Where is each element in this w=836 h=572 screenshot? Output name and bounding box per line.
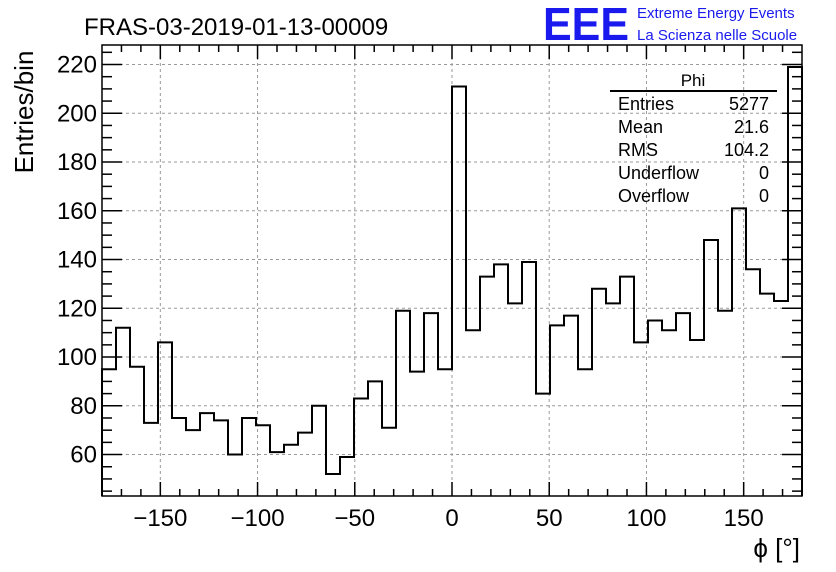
histogram-bin [550, 325, 564, 496]
y-tick-label: 100 [57, 344, 97, 371]
x-tick-label: −150 [133, 505, 187, 532]
stats-row-value: 0 [759, 163, 769, 183]
histogram-bin [158, 342, 172, 496]
histogram-bin [536, 394, 550, 496]
x-tick-label: −50 [334, 505, 375, 532]
histogram-bin [508, 303, 522, 496]
x-tick-label: 150 [724, 505, 764, 532]
y-tick-label: 80 [70, 393, 97, 420]
histogram-bin [172, 418, 186, 496]
stats-rows: Entries 5277 Mean 21.6 RMS 104.2 Underflow 0 Ove… [618, 94, 769, 206]
logo-line-1: Extreme Energy Events [637, 5, 795, 22]
x-axis-label: ϕ [°] [753, 533, 800, 563]
histogram-bins [102, 67, 802, 496]
histogram-bin [718, 311, 732, 496]
x-tick-label: 50 [536, 505, 563, 532]
stats-row-label: Underflow [618, 163, 700, 183]
x-tick-label: 0 [445, 505, 458, 532]
histogram-bin [144, 423, 158, 496]
stats-row-label: Mean [618, 117, 663, 137]
histogram-bin [102, 369, 116, 496]
histogram-bin [494, 264, 508, 496]
histogram-bin [620, 277, 634, 496]
histogram-bin [424, 313, 438, 496]
histogram-bin [704, 240, 718, 496]
histogram-bin [522, 262, 536, 496]
histogram-bin [242, 418, 256, 496]
eee-logo-mark: EEE [543, 0, 629, 50]
histogram-bin [788, 67, 802, 496]
histogram-bin [480, 277, 494, 496]
stats-row-value: 5277 [729, 94, 769, 114]
histogram-bin [732, 208, 746, 496]
histogram-bin [200, 413, 214, 496]
histogram-bin [186, 430, 200, 496]
histogram-bin [564, 316, 578, 496]
stats-row-value: 21.6 [734, 117, 769, 137]
histogram-bin [284, 445, 298, 496]
y-tick-label: 180 [57, 149, 97, 176]
stats-row-label: Overflow [618, 186, 690, 206]
histogram-bin [298, 433, 312, 496]
y-tick-label: 120 [57, 295, 97, 322]
histogram-bin [326, 474, 340, 496]
stats-title: Phi [681, 71, 706, 90]
histogram-bin [634, 342, 648, 496]
histogram-bin [662, 330, 676, 496]
histogram-bin [578, 369, 592, 496]
histogram-bin [676, 313, 690, 496]
x-tick-label: 100 [626, 505, 666, 532]
histogram-bin [130, 367, 144, 496]
logo-line-2: La Scienza nelle Scuole [637, 27, 797, 44]
histogram-bin [690, 340, 704, 496]
x-tick-label: −100 [231, 505, 285, 532]
histogram-bin [648, 320, 662, 496]
y-axis-label: Entries/bin [9, 51, 39, 174]
histogram-outline [101, 65, 803, 496]
histogram-bin [746, 269, 760, 496]
y-tick-label: 160 [57, 198, 97, 225]
y-tick-label: 220 [57, 52, 97, 79]
histogram-bin [466, 330, 480, 496]
axis-ticks [102, 45, 802, 496]
histogram-bin [410, 372, 424, 496]
y-tick-labels: 60 80 100 120 140 160 180 200 220 [57, 52, 97, 469]
stats-box: Phi Entries 5277 Mean 21.6 RMS 104.2 Underflow… [610, 71, 777, 206]
x-tick-labels: −150 −100 −50 0 50 100 150 [133, 505, 763, 532]
stats-row-value: 0 [759, 186, 769, 206]
chart-title: FRAS-03-2019-01-13-00009 [84, 14, 388, 41]
stats-row-value: 104.2 [724, 140, 769, 160]
histogram-bin [382, 428, 396, 496]
histogram-bin [214, 420, 228, 496]
histogram-bin [116, 328, 130, 496]
eee-logo: EEE Extreme Energy Events La Scienza nel… [543, 0, 797, 50]
histogram-bin [606, 303, 620, 496]
stats-row-label: RMS [618, 140, 658, 160]
histogram-bin [354, 398, 368, 496]
y-tick-label: 140 [57, 247, 97, 274]
y-tick-label: 60 [70, 442, 97, 469]
y-tick-label: 200 [57, 100, 97, 127]
histogram-bin [452, 86, 466, 496]
histogram-bin [340, 457, 354, 496]
histogram-bin [396, 311, 410, 496]
histogram-bin [368, 381, 382, 496]
histogram-bin [774, 301, 788, 496]
histogram-bin [438, 369, 452, 496]
histogram-bin [312, 406, 326, 496]
histogram-bin [760, 294, 774, 496]
histogram-bin [228, 455, 242, 496]
histogram-bin [592, 289, 606, 496]
stats-row-label: Entries [618, 94, 674, 114]
